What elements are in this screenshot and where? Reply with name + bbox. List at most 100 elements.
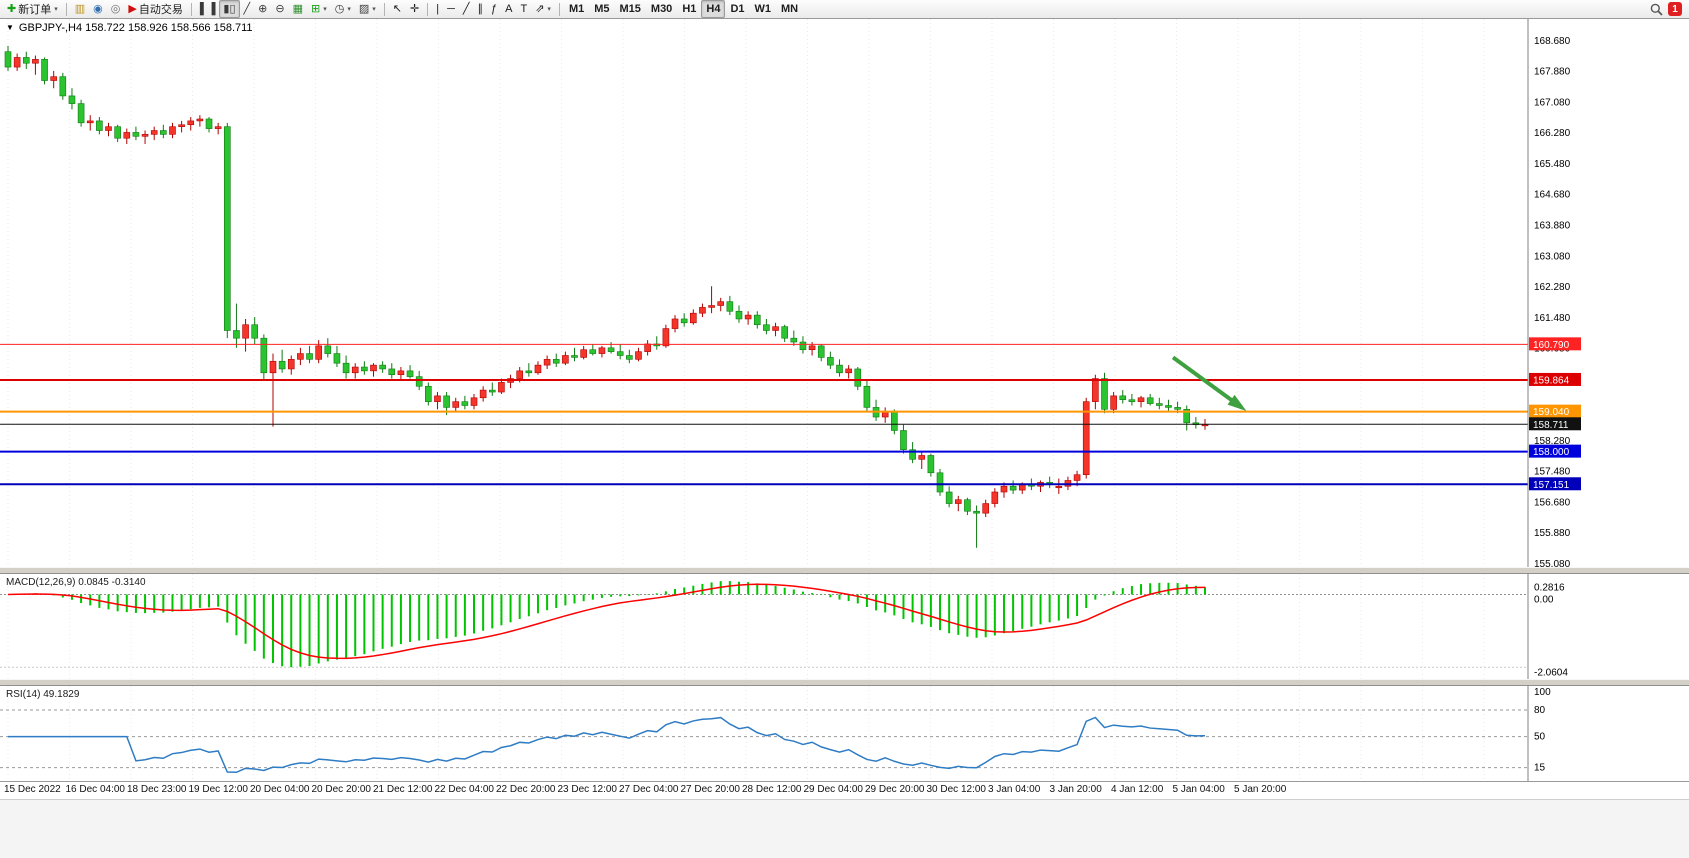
panel-splitter-rsi[interactable] bbox=[0, 679, 1689, 686]
candle-body bbox=[269, 360, 277, 374]
profile-button[interactable]: ◉ bbox=[89, 0, 107, 18]
line-chart-mode-button[interactable]: ╱ bbox=[240, 0, 255, 18]
candle-body bbox=[845, 368, 852, 374]
timeframe-m5-button[interactable]: M5 bbox=[589, 0, 614, 18]
candle-body bbox=[753, 314, 761, 326]
candle-body bbox=[169, 126, 176, 135]
news-button[interactable]: ◎ bbox=[107, 0, 125, 18]
candle-body bbox=[863, 385, 871, 408]
rsi-chart[interactable]: 100 80 50 15 bbox=[0, 686, 1689, 781]
timeframe-mn-button[interactable]: MN bbox=[776, 0, 803, 18]
candle-body bbox=[278, 360, 286, 370]
clock-icon: ◷ bbox=[334, 2, 345, 15]
time-axis-label: 20 Dec 04:00 bbox=[250, 784, 310, 795]
timeframe-h1-button[interactable]: H1 bbox=[677, 0, 701, 18]
candle-body bbox=[205, 118, 213, 129]
candle-body bbox=[991, 491, 999, 504]
time-axis-label: 16 Dec 04:00 bbox=[65, 784, 126, 795]
candle-body bbox=[680, 318, 688, 324]
text-label-button[interactable]: T bbox=[516, 0, 531, 18]
candle-body bbox=[1119, 395, 1127, 401]
candle-body bbox=[1000, 485, 1008, 493]
rsi-panel[interactable]: 100 80 50 15 RSI(14) 49.1829 bbox=[0, 686, 1689, 781]
candle-body bbox=[936, 472, 944, 493]
collapse-icon[interactable]: ▼ bbox=[6, 23, 14, 32]
price-tag-label: 159.040 bbox=[1533, 407, 1570, 418]
timeframe-m15-button[interactable]: M15 bbox=[615, 0, 646, 18]
autotrading-button[interactable]: ▶ 自动交易 bbox=[124, 0, 186, 18]
trendline-button[interactable]: ╱ bbox=[459, 0, 474, 18]
price-tag-159.864 bbox=[1529, 372, 1581, 386]
notification-badge[interactable]: 1 bbox=[1668, 2, 1682, 16]
tile-windows-button[interactable]: ▦ bbox=[289, 0, 307, 18]
candle-body bbox=[1128, 399, 1136, 402]
timeframe-h1-button-label: H1 bbox=[682, 3, 697, 15]
price-axis-label: 161.480 bbox=[1534, 313, 1571, 324]
channel-button[interactable]: ∥ bbox=[474, 0, 488, 18]
text-button[interactable]: A bbox=[501, 0, 516, 18]
fibonacci-button[interactable]: ƒ bbox=[487, 0, 501, 18]
candle-body bbox=[370, 364, 377, 372]
search-button[interactable] bbox=[1650, 3, 1663, 16]
candle-body bbox=[1009, 485, 1017, 491]
panel-splitter-macd[interactable] bbox=[0, 567, 1689, 574]
templates-button[interactable]: ▨ ▾ bbox=[355, 0, 380, 18]
candle-body bbox=[96, 120, 103, 131]
candle-body bbox=[187, 120, 195, 126]
candle-body bbox=[562, 355, 569, 364]
timeframe-d1-button[interactable]: D1 bbox=[725, 0, 749, 18]
crosshair-button[interactable]: ✛ bbox=[406, 0, 423, 18]
candle-body bbox=[918, 455, 926, 460]
timeframe-h4-button[interactable]: H4 bbox=[701, 0, 726, 18]
timeframe-w1-button[interactable]: W1 bbox=[750, 0, 777, 18]
macd-panel[interactable]: 0.2816 0.00 -2.0604 MACD(12,26,9) 0.0845 -… bbox=[0, 574, 1689, 679]
candle-body bbox=[699, 307, 706, 314]
candle-body bbox=[406, 370, 414, 377]
candle-body bbox=[662, 328, 670, 347]
bar-chart-mode-button[interactable]: ▌▐ bbox=[196, 0, 220, 18]
price-tag-label: 157.151 bbox=[1533, 480, 1570, 491]
candle-body bbox=[1183, 409, 1191, 424]
price-axis-label: 155.880 bbox=[1534, 528, 1571, 539]
zoom-in-button[interactable]: ⊕ bbox=[254, 0, 271, 18]
candle-body bbox=[333, 353, 341, 364]
trend-arrow[interactable] bbox=[1171, 355, 1243, 410]
bottom-area bbox=[0, 800, 1689, 858]
toolbar-separator bbox=[427, 2, 429, 16]
vertical-line-button[interactable]: | bbox=[432, 0, 443, 18]
candlestick-mode-button[interactable]: ▮▯ bbox=[219, 0, 240, 18]
cursor-button[interactable]: ↖ bbox=[389, 0, 406, 18]
candle-body bbox=[1174, 407, 1181, 410]
time-axis-label: 22 Dec 20:00 bbox=[496, 784, 556, 795]
toolbar-separator bbox=[558, 2, 560, 16]
candle-body bbox=[50, 76, 57, 81]
candle-body bbox=[1137, 397, 1145, 402]
fibonacci-icon: ƒ bbox=[491, 2, 498, 15]
time-axis[interactable]: 15 Dec 2022 16 Dec 04:00 18 Dec 23:00 19 De… bbox=[0, 781, 1689, 800]
candle-body bbox=[452, 401, 460, 408]
candlestick-chart[interactable]: 168.680 167.880 167.080 166.280 165.480 164.6… bbox=[0, 19, 1689, 567]
price-tag-label: 158.711 bbox=[1533, 420, 1569, 431]
arrows-button[interactable]: ⇗ ▾ bbox=[531, 0, 555, 18]
candle-body bbox=[141, 134, 149, 137]
time-axis-label: 30 Dec 12:00 bbox=[926, 784, 987, 795]
periods-button[interactable]: ◷ ▾ bbox=[331, 0, 355, 18]
indicators-button[interactable]: ⊞ ▾ bbox=[307, 0, 331, 18]
candle-body bbox=[443, 395, 450, 408]
new-order-button[interactable]: ✚ 新订单 ▾ bbox=[3, 0, 62, 18]
candle-body bbox=[900, 430, 907, 451]
candle-body bbox=[498, 382, 505, 393]
timeframe-m30-button[interactable]: M30 bbox=[646, 0, 677, 18]
rsi-label: RSI(14) 49.1829 bbox=[6, 689, 80, 700]
timeframe-m1-button[interactable]: M1 bbox=[564, 0, 589, 18]
horizontal-line-button[interactable]: ─ bbox=[443, 0, 459, 18]
price-tag-158.000 bbox=[1529, 444, 1581, 458]
candle-body bbox=[763, 324, 770, 331]
candle-body bbox=[397, 370, 405, 376]
chart-window-button[interactable]: ▥ bbox=[71, 0, 89, 18]
zoom-out-button[interactable]: ⊖ bbox=[271, 0, 288, 18]
timeframe-m15-button-label: M15 bbox=[619, 3, 641, 15]
main-chart-panel[interactable]: 168.680 167.880 167.080 166.280 165.480 164.6… bbox=[0, 19, 1689, 567]
profile-icon: ◉ bbox=[93, 2, 103, 15]
